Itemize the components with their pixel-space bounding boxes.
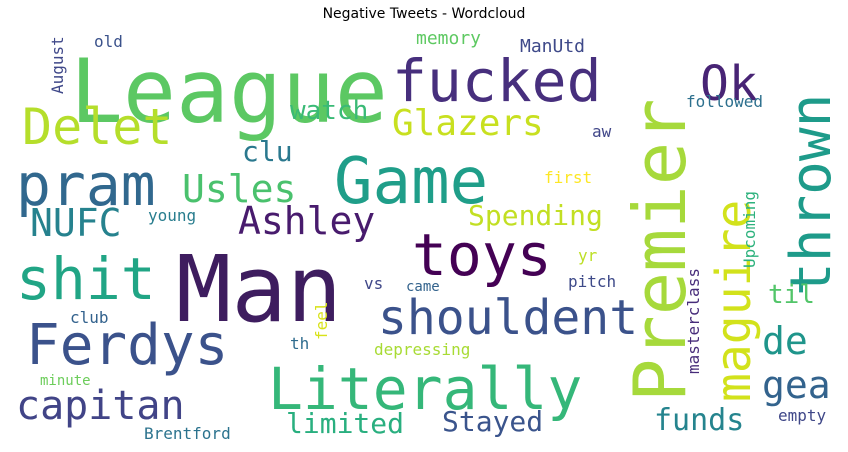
word-fucked: fucked [392,47,602,115]
word-til: til [768,280,815,310]
word-usles: Usles [182,167,297,211]
word-minute: minute [40,373,91,389]
word-august: August [48,36,67,94]
word-delet: Delet [22,98,173,156]
word-vs: vs [364,274,384,293]
word-aw: aw [592,122,612,141]
word-brentford: Brentford [144,424,231,443]
word-stayed: Stayed [442,405,544,438]
word-th: th [290,334,310,353]
word-clu: clu [242,135,293,168]
word-ashley: Ashley [238,199,376,243]
word-old: old [94,32,123,51]
word-thrown: thrown [779,93,842,296]
word-gea: gea [762,363,831,407]
word-nufc: NUFC [30,201,122,245]
word-literally: Literally [268,355,583,423]
word-spending: Spending [468,199,603,232]
word-glazers: Glazers [392,103,544,144]
word-shit: shit [16,245,156,313]
word-feel: feel [312,301,331,340]
word-club: club [70,308,109,327]
word-ok: Ok [700,56,758,112]
word-man: Man [176,236,343,343]
word-followed: followed [686,92,764,111]
word-shouldent: shouldent [378,290,639,346]
word-toys: toys [412,221,552,289]
word-upcoming: Upcoming [740,190,759,268]
word-funds: funds [654,403,745,438]
word-empty: empty [778,406,827,425]
word-pitch: pitch [568,272,617,291]
word-came: came [406,279,440,295]
word-depressing: depressing [374,340,471,359]
word-masterclass: masterclass [684,268,703,374]
word-limited: limited [286,407,405,440]
word-manutd: ManUtd [520,36,586,57]
word-capitan: capitan [16,383,185,429]
word-young: young [148,206,197,225]
word-first: first [544,168,593,187]
chart-title: Negative Tweets - Wordcloud [322,6,526,22]
word-de: de [762,319,808,363]
word-game: Game [334,145,489,219]
word-league: League [70,40,388,143]
word-cloud: Man Game League Premier Literally fucked… [12,30,842,450]
word-pram: pram [16,151,156,219]
word-watch: watch [290,96,369,126]
word-ferdys: Ferdys [26,313,229,378]
word-memory: memory [416,30,482,49]
word-yr: yr [578,246,598,265]
